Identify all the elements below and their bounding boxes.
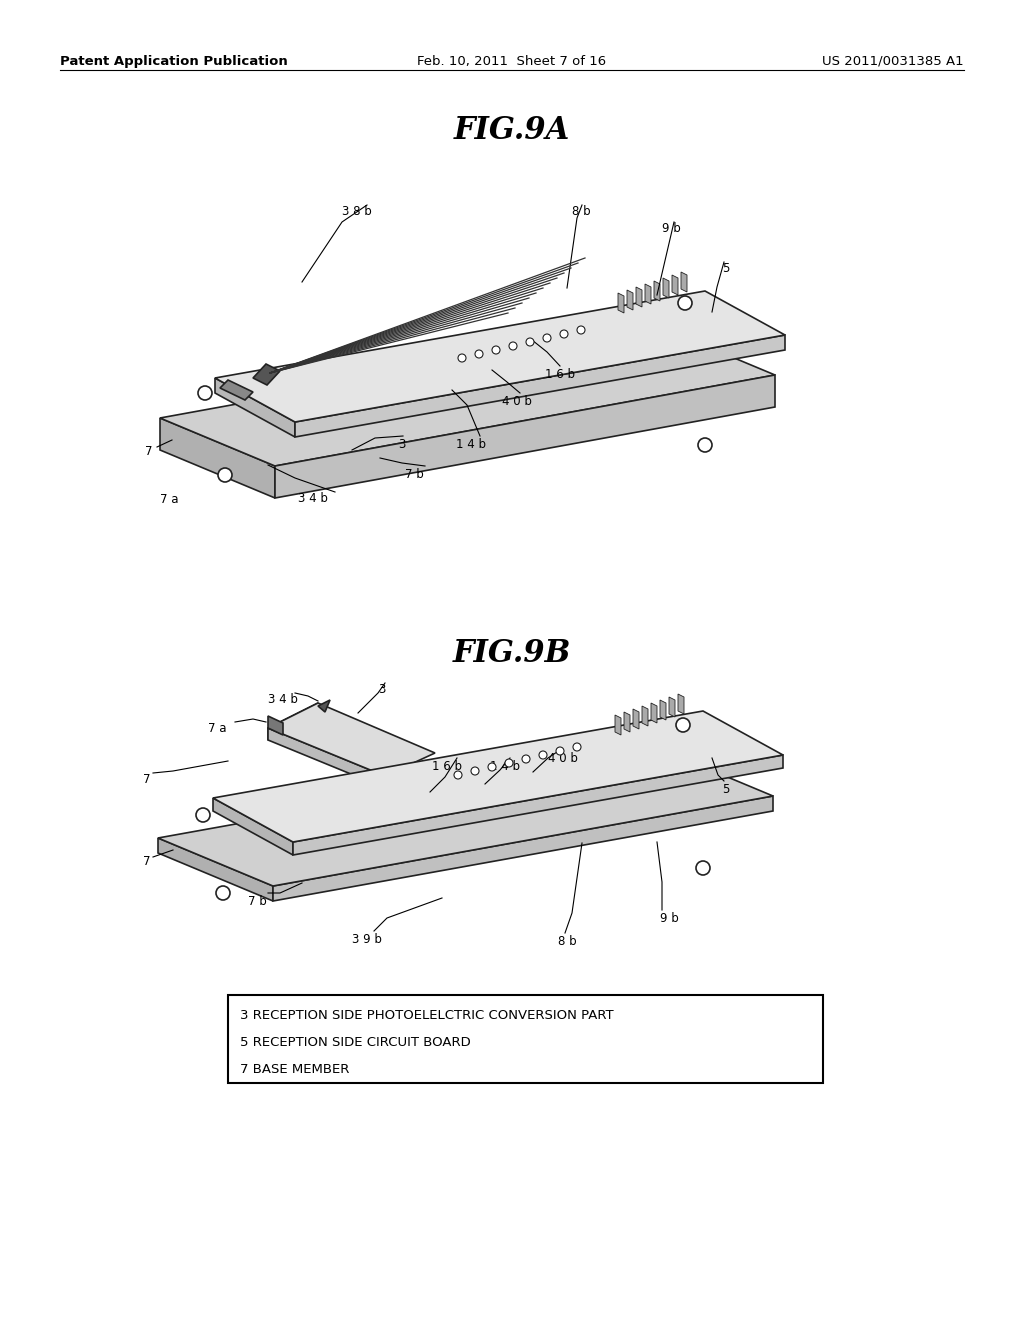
Polygon shape [672,275,678,294]
Text: 4 0 b: 4 0 b [502,395,531,408]
Polygon shape [627,290,633,310]
Circle shape [492,346,500,354]
Text: 5: 5 [722,783,729,796]
Text: 7 BASE MEMBER: 7 BASE MEMBER [240,1063,349,1076]
Text: US 2011/0031385 A1: US 2011/0031385 A1 [822,55,964,69]
Polygon shape [615,715,621,735]
Circle shape [522,755,530,763]
Text: 7: 7 [143,774,151,785]
Polygon shape [160,418,275,498]
Circle shape [458,354,466,362]
Circle shape [676,718,690,733]
Polygon shape [293,755,783,855]
Polygon shape [642,706,648,726]
Polygon shape [681,272,687,292]
Text: 8 b: 8 b [558,935,577,948]
Circle shape [471,767,479,775]
Circle shape [198,385,212,400]
Circle shape [218,469,232,482]
Polygon shape [654,281,660,301]
Polygon shape [636,286,642,308]
Circle shape [698,438,712,451]
Polygon shape [268,715,283,735]
Circle shape [488,763,496,771]
Polygon shape [295,335,785,437]
Text: 7 b: 7 b [248,895,266,908]
Text: Feb. 10, 2011  Sheet 7 of 16: Feb. 10, 2011 Sheet 7 of 16 [418,55,606,69]
Text: 7 a: 7 a [160,492,178,506]
Polygon shape [268,729,385,788]
Polygon shape [158,838,273,902]
Polygon shape [275,375,775,498]
Circle shape [543,334,551,342]
Circle shape [678,296,692,310]
Text: 7 a: 7 a [208,722,226,735]
Circle shape [556,747,564,755]
Polygon shape [678,694,684,714]
Circle shape [509,342,517,350]
Text: 5: 5 [722,261,729,275]
Text: 5 RECEPTION SIDE CIRCUIT BOARD: 5 RECEPTION SIDE CIRCUIT BOARD [240,1036,471,1049]
Polygon shape [618,293,624,313]
Text: 1 4 b: 1 4 b [456,438,486,451]
Circle shape [454,771,462,779]
Text: 7 b: 7 b [406,469,424,480]
Circle shape [196,808,210,822]
Text: 3 RECEPTION SIDE PHOTOELELCTRIC CONVERSION PART: 3 RECEPTION SIDE PHOTOELELCTRIC CONVERSI… [240,1008,613,1022]
Polygon shape [624,711,630,733]
Polygon shape [268,704,318,741]
Text: 3 9 b: 3 9 b [352,933,382,946]
Text: 8 b: 8 b [572,205,591,218]
Polygon shape [633,709,639,729]
Text: 3 4 b: 3 4 b [298,492,328,506]
Text: 3 4 b: 3 4 b [268,693,298,706]
Circle shape [573,743,581,751]
Circle shape [526,338,534,346]
Text: 3 8 b: 3 8 b [342,205,372,218]
Polygon shape [158,748,773,886]
Text: FIG.9A: FIG.9A [454,115,570,147]
Text: 1 4 b: 1 4 b [490,760,520,774]
Polygon shape [213,799,293,855]
Polygon shape [651,704,657,723]
Polygon shape [273,796,773,902]
Polygon shape [215,290,785,422]
Polygon shape [215,378,295,437]
Text: 7: 7 [145,445,153,458]
Text: 7: 7 [143,855,151,869]
Polygon shape [220,380,253,400]
Text: 9 b: 9 b [662,222,681,235]
Text: 1 6 b: 1 6 b [545,368,575,381]
Circle shape [696,861,710,875]
Polygon shape [645,284,651,304]
Polygon shape [663,279,669,298]
Text: 3: 3 [378,682,385,696]
Text: FIG.9B: FIG.9B [453,638,571,669]
Polygon shape [268,704,435,776]
Circle shape [539,751,547,759]
Text: Patent Application Publication: Patent Application Publication [60,55,288,69]
Polygon shape [318,700,330,711]
Circle shape [577,326,585,334]
Circle shape [560,330,568,338]
Text: 3: 3 [398,438,406,451]
FancyBboxPatch shape [228,995,823,1082]
Polygon shape [253,364,280,385]
Polygon shape [160,327,775,466]
Polygon shape [660,700,666,719]
Text: 4 0 b: 4 0 b [548,752,578,766]
Text: 9 b: 9 b [660,912,679,925]
Circle shape [475,350,483,358]
Circle shape [216,886,230,900]
Circle shape [505,759,513,767]
Polygon shape [213,711,783,842]
Text: 1 6 b: 1 6 b [432,760,462,774]
Polygon shape [669,697,675,717]
